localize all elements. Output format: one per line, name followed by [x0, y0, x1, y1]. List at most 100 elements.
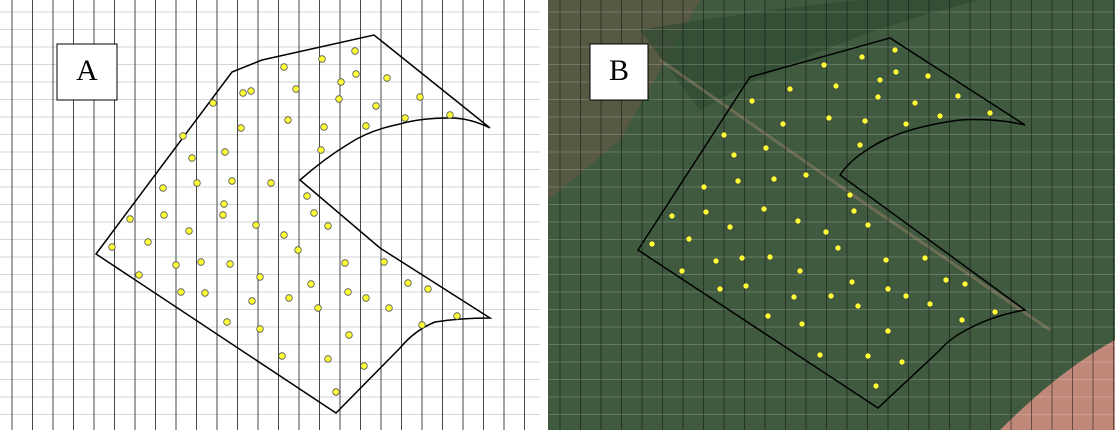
sample-point	[419, 322, 426, 329]
sample-point	[955, 93, 961, 99]
sample-point	[686, 236, 692, 242]
sample-point	[373, 103, 380, 110]
sample-point	[173, 262, 180, 269]
sample-point	[311, 210, 318, 217]
sample-point	[739, 255, 745, 261]
sample-point	[727, 224, 733, 230]
sample-point	[384, 75, 391, 82]
sample-point	[363, 123, 370, 130]
sample-point	[817, 352, 823, 358]
sample-point	[402, 115, 409, 122]
sample-point	[835, 245, 841, 251]
sample-point	[826, 115, 832, 121]
sample-point	[425, 286, 432, 293]
sample-point	[761, 206, 767, 212]
sample-point	[281, 232, 288, 239]
sample-point	[859, 54, 865, 60]
sample-point	[321, 124, 328, 131]
sample-point	[186, 228, 193, 235]
sample-point	[847, 192, 853, 198]
sample-point	[281, 64, 288, 71]
sample-point	[873, 383, 879, 389]
sample-point	[257, 326, 264, 333]
sample-point	[962, 281, 968, 287]
sample-point	[669, 213, 675, 219]
sample-point	[286, 295, 293, 302]
sample-point	[795, 218, 801, 224]
sample-point	[823, 229, 829, 235]
sample-point	[833, 83, 839, 89]
sample-point	[927, 301, 933, 307]
sample-point	[903, 121, 909, 127]
sample-point	[851, 208, 857, 214]
panel-a: A	[0, 0, 540, 430]
figure: A B	[0, 0, 1115, 430]
sample-point	[227, 261, 234, 268]
sample-point	[361, 363, 368, 370]
sample-point	[731, 152, 737, 158]
sample-point	[765, 313, 771, 319]
sample-point	[189, 155, 196, 162]
sample-point	[937, 113, 943, 119]
sample-point	[713, 258, 719, 264]
sample-point	[447, 112, 454, 119]
sample-point	[315, 305, 322, 312]
sample-point	[862, 118, 868, 124]
sample-point	[109, 244, 116, 251]
sample-point	[178, 289, 185, 296]
sample-point	[828, 293, 834, 299]
sample-point	[417, 94, 424, 101]
sample-point	[649, 241, 655, 247]
sample-point	[285, 117, 292, 124]
sample-point	[202, 290, 209, 297]
sample-point	[220, 212, 227, 219]
sample-point	[922, 255, 928, 261]
sample-point	[992, 309, 998, 315]
sample-point	[386, 305, 393, 312]
sample-point	[959, 317, 965, 323]
sample-point	[892, 47, 898, 53]
sample-point	[857, 142, 863, 148]
sample-point	[405, 280, 412, 287]
sample-point	[338, 79, 345, 86]
sample-point	[735, 178, 741, 184]
sample-point	[136, 272, 143, 279]
sample-point	[875, 94, 881, 100]
sample-point	[325, 356, 332, 363]
sample-point	[743, 283, 749, 289]
sample-point	[279, 353, 286, 360]
sample-point	[717, 286, 723, 292]
sample-point	[318, 147, 325, 154]
sample-point	[333, 389, 340, 396]
sample-point	[308, 281, 315, 288]
sample-point	[345, 289, 352, 296]
sample-point	[325, 223, 332, 230]
sample-point	[257, 274, 264, 281]
sample-point	[268, 180, 275, 187]
sample-point	[454, 313, 461, 320]
sample-point	[749, 98, 755, 104]
sample-point	[229, 178, 236, 185]
sample-point	[912, 100, 918, 106]
sample-point	[885, 286, 891, 292]
sample-point	[249, 298, 256, 305]
sample-point	[353, 71, 360, 78]
sample-point	[363, 295, 370, 302]
sample-point	[797, 268, 803, 274]
sample-point	[293, 86, 300, 93]
sample-point	[865, 353, 871, 359]
sample-point	[943, 277, 949, 283]
sample-point	[883, 257, 889, 263]
sample-point	[987, 110, 993, 116]
sample-point	[780, 121, 786, 127]
sample-point	[248, 88, 255, 95]
sample-point	[771, 176, 777, 182]
sample-point	[194, 180, 201, 187]
sample-point	[925, 73, 931, 79]
panel-label: B	[609, 54, 629, 87]
sample-point	[319, 56, 326, 63]
sample-point	[701, 184, 707, 190]
sample-point	[336, 96, 343, 103]
sample-point	[849, 279, 855, 285]
sample-point	[903, 293, 909, 299]
